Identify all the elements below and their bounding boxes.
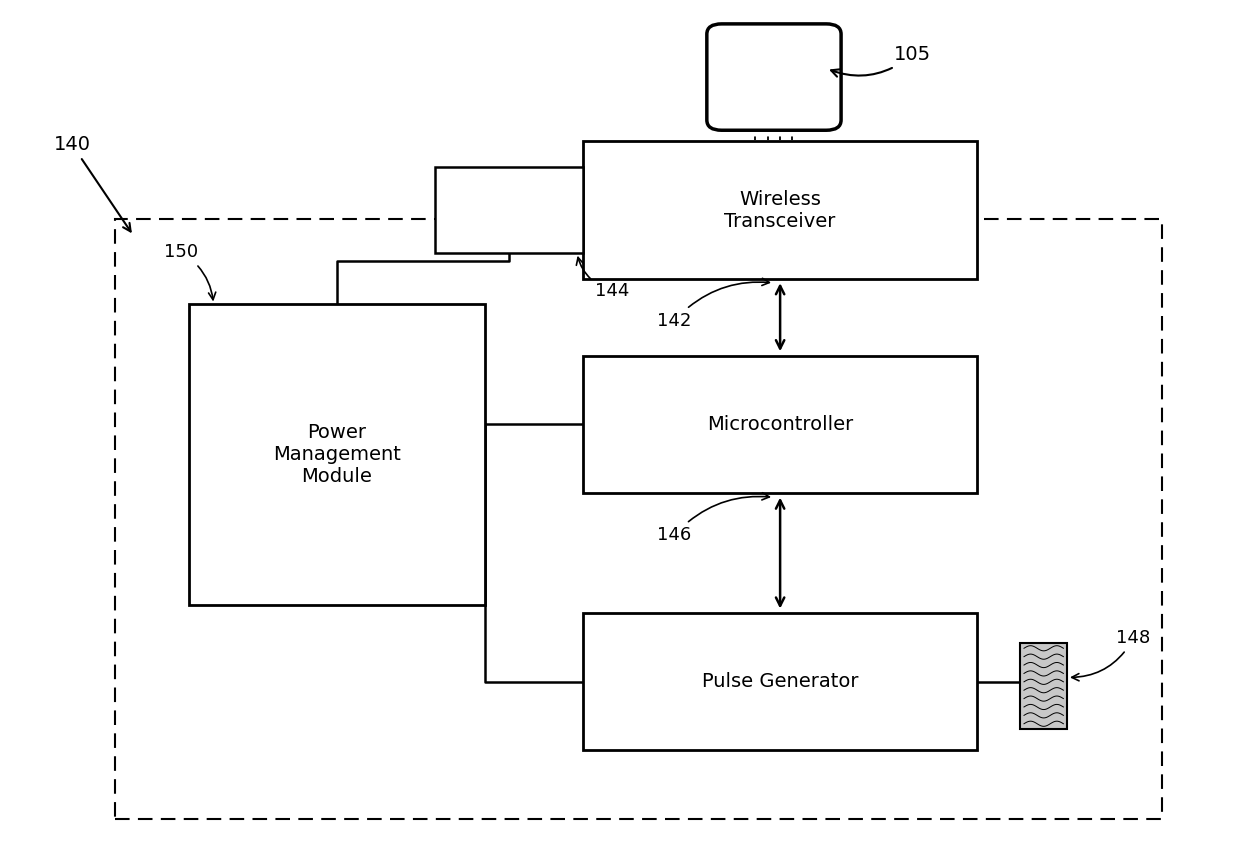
Bar xyxy=(188,304,485,604)
Bar xyxy=(583,141,977,279)
Text: 146: 146 xyxy=(657,493,769,544)
Text: 142: 142 xyxy=(657,278,769,330)
Bar xyxy=(1021,643,1068,729)
FancyBboxPatch shape xyxy=(707,24,841,130)
Text: Pulse Generator: Pulse Generator xyxy=(702,672,858,691)
Bar xyxy=(435,167,583,253)
Text: Microcontroller: Microcontroller xyxy=(707,415,853,434)
Bar xyxy=(583,356,977,493)
Text: 105: 105 xyxy=(831,45,931,76)
Text: Power
Management
Module: Power Management Module xyxy=(273,423,401,486)
Text: 150: 150 xyxy=(164,243,216,300)
Text: Wireless
Transceiver: Wireless Transceiver xyxy=(724,190,836,230)
Text: 144: 144 xyxy=(577,257,630,300)
Bar xyxy=(115,218,1162,819)
Bar xyxy=(583,613,977,750)
Text: 148: 148 xyxy=(1071,629,1151,681)
Text: 140: 140 xyxy=(53,135,130,231)
